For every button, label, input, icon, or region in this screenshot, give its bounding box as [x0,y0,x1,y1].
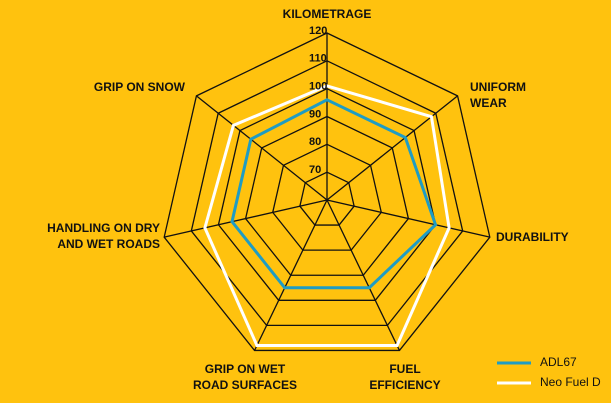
axis-label: DURABILITY [496,230,569,244]
series-line [203,84,451,347]
grid-ring [244,115,410,276]
axis-label: KILOMETRAGE [283,7,372,21]
series-line [230,98,438,290]
axis-label: HANDLING ON DRY [47,221,160,235]
spoke [326,95,458,201]
axis-label: EFFICIENCY [369,378,440,392]
axis-label: UNIFORM [470,80,526,94]
tick-label: 120 [309,25,327,37]
spoke [164,199,328,238]
legend-label: ADL67 [540,355,577,369]
grid-ring [190,60,464,327]
axis-label: ROAD SURFACES [193,378,297,392]
grid-ring [299,171,355,226]
tick-label: 70 [309,164,321,176]
tick-label: 110 [309,53,327,65]
axis-label: GRIP ON WET [205,362,286,376]
axis-label: WEAR [470,96,507,110]
spoke [326,199,401,351]
legend-label: Neo Fuel D [540,375,601,389]
spoke [196,95,328,201]
tick-label: 100 [309,81,327,93]
axis-label: GRIP ON SNOW [94,80,186,94]
spoke [253,199,328,351]
tick-label: 90 [309,108,321,120]
axis-label: FUEL [389,362,420,376]
tick-label: 80 [309,136,321,148]
spoke [326,199,490,238]
axis-label: AND WET ROADS [57,237,160,251]
grid-ring [217,87,437,301]
grid-ring [272,143,382,251]
grid-ring [163,32,491,352]
